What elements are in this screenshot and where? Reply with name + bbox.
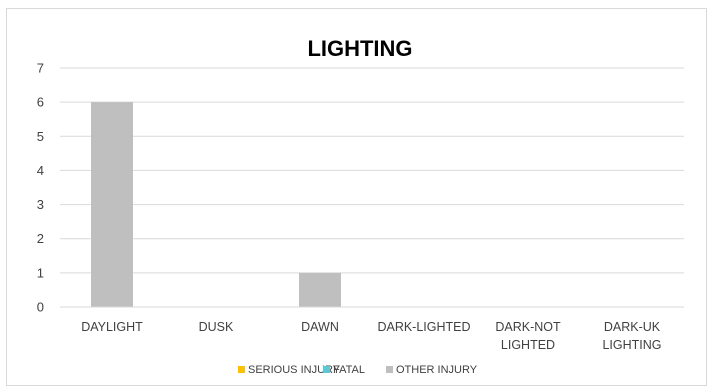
legend-label: SERIOUS INJURY [248,364,341,376]
x-category-label-line: DAYLIGHT [81,320,143,334]
y-tick-label: 6 [37,95,44,110]
x-category-label-line: DARK-LIGHTED [377,320,470,334]
bar [91,102,133,308]
x-category-label: DUSK [199,320,234,334]
legend-label: OTHER INJURY [396,364,478,376]
legend-swatch [323,366,330,373]
x-category-label-line: DARK-UK [604,320,661,334]
y-tick-label: 2 [37,231,44,246]
y-tick-label: 5 [37,129,44,144]
y-tick-label: 7 [37,61,44,76]
y-tick-label: 1 [37,265,44,280]
x-category-label-line: LIGHTED [501,338,555,352]
legend-label: FATAL [333,364,365,376]
gridlines [60,67,684,308]
x-category-label-line: DAWN [301,320,339,334]
x-category-label: DAYLIGHT [81,320,143,334]
legend-swatch [238,366,245,373]
y-tick-label: 4 [37,163,44,178]
chart-title: LIGHTING [307,36,412,61]
x-category-label: DARK-LIGHTED [377,320,470,334]
x-category-label: DARK-UK LIGHTING [602,320,661,352]
y-axis-ticks: 0 1 2 3 4 5 6 7 [37,61,44,315]
x-category-label: DARK-NOT LIGHTED [495,320,561,352]
x-category-label-line: LIGHTING [602,338,661,352]
bar [299,272,341,307]
x-category-label: DAWN [301,320,339,334]
bars [60,102,684,308]
x-category-label-line: DUSK [199,320,234,334]
legend-swatch [386,366,393,373]
y-tick-label: 3 [37,197,44,212]
x-category-label-line: DARK-NOT [495,320,561,334]
x-axis-labels: DAYLIGHT DUSK DAWN DARK-LIGHTED DARK-NOT LIGH… [81,320,661,352]
y-tick-label: 0 [37,300,44,315]
